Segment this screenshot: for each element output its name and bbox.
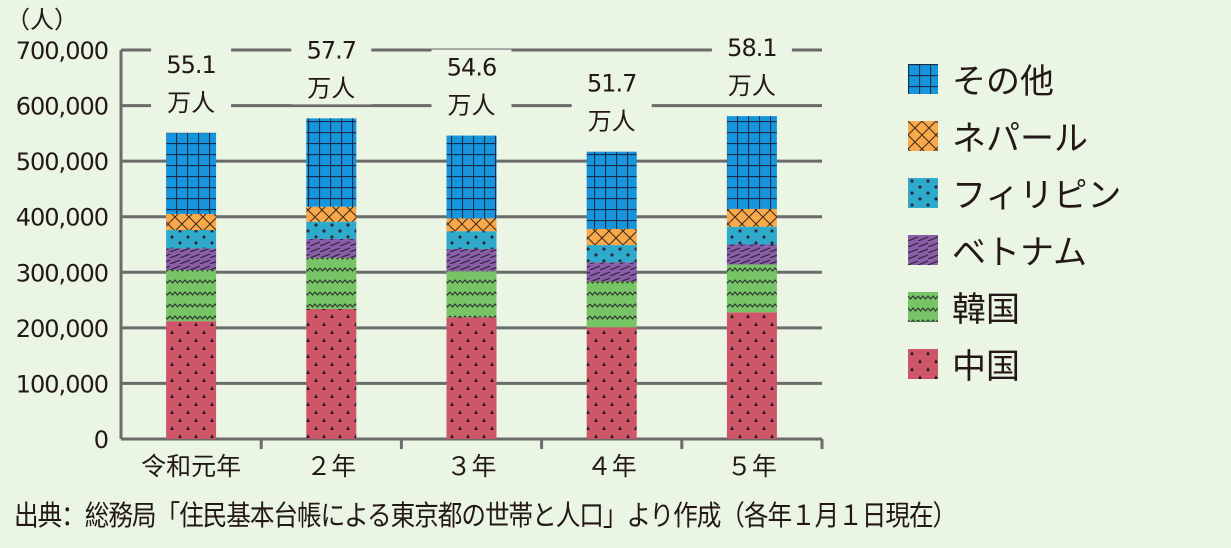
label-bg (291, 32, 372, 105)
bar-segment (306, 118, 357, 207)
legend-label: ネパール (952, 119, 1088, 159)
bar-segment (446, 317, 497, 439)
bar-segment (726, 264, 777, 313)
y-tick-label: 200,000 (16, 315, 108, 343)
bar-segment (166, 248, 217, 271)
bar-segment (726, 312, 777, 439)
y-tick-label: 700,000 (16, 37, 108, 65)
legend-label: その他 (952, 62, 1054, 102)
bar-segment (446, 248, 497, 272)
total-unit-label: 万人 (728, 72, 776, 100)
total-labels: 55.1 万人 57.7 万人 54.6 万人 51.7 万人 58.1 万人 (151, 30, 792, 138)
x-tick-label: 令和元年 (141, 452, 241, 481)
legend-item: ネパール (908, 107, 1121, 164)
label-bg (711, 30, 792, 103)
bars (166, 116, 777, 439)
bar-segment (586, 262, 637, 282)
total-unit-label: 万人 (448, 92, 496, 120)
bar-segment (166, 132, 217, 214)
y-tick-label: 500,000 (16, 148, 108, 176)
bar-segment (166, 321, 217, 439)
label-bg (431, 49, 512, 122)
legend-swatch-icon (908, 234, 938, 265)
legend-item: 韓国 (908, 278, 1121, 335)
legend-swatch-icon (908, 120, 938, 151)
bar-segment (586, 151, 637, 229)
legend: その他ネパールフィリピンベトナム韓国中国 (908, 50, 1121, 392)
bar-segment (726, 244, 777, 265)
bar-segment (726, 116, 777, 209)
bar-segment (586, 281, 637, 328)
bar-segment (586, 228, 637, 246)
bar-segment (166, 270, 217, 322)
bar-segment (306, 257, 357, 309)
bar-segment (726, 226, 777, 245)
bar-segment (726, 208, 777, 227)
legend-label: フィリピン (952, 176, 1122, 216)
total-unit-label: 万人 (307, 74, 355, 102)
bar-segment (446, 231, 497, 249)
y-tick-label: 600,000 (16, 93, 108, 121)
total-value-label: 57.7 (307, 36, 356, 64)
y-tick-label: 0 (94, 426, 108, 454)
legend-swatch-icon (908, 177, 938, 208)
legend-swatch-icon (908, 63, 938, 94)
bar-segment (446, 271, 497, 318)
total-unit-label: 万人 (167, 89, 215, 117)
chart-axes: （人） 0 100,000 200,000 300,000 400,000 500,000 6… (6, 6, 824, 481)
legend-swatch-icon (908, 348, 938, 379)
x-tick-label: ２年 (306, 452, 356, 481)
bar-segment (306, 206, 357, 222)
bar-segment (446, 218, 497, 232)
source-caption: 出典：総務局「住民基本台帳による東京都の世帯と人口」より作成（各年１月１日現在） (14, 499, 957, 532)
x-tick-label: ５年 (727, 452, 777, 481)
y-axis-unit: （人） (6, 6, 78, 34)
total-value-label: 54.6 (447, 54, 496, 82)
bar-segment (166, 213, 217, 231)
bar-segment (586, 327, 637, 439)
legend-item: 中国 (908, 335, 1121, 392)
bar-segment (446, 135, 497, 219)
x-tick-label: ４年 (587, 452, 637, 481)
bar-segment (306, 308, 357, 439)
legend-label: 韓国 (952, 290, 1020, 330)
legend-item: フィリピン (908, 164, 1121, 221)
legend-swatch-icon (908, 291, 938, 322)
legend-item: その他 (908, 50, 1121, 107)
total-value-label: 55.1 (166, 51, 215, 79)
legend-label: 中国 (952, 347, 1020, 387)
total-value-label: 58.1 (727, 34, 776, 62)
legend-item: ベトナム (908, 221, 1121, 278)
y-tick-label: 400,000 (16, 204, 108, 232)
bar-segment (306, 238, 357, 258)
bar-segment (586, 245, 637, 263)
legend-label: ベトナム (952, 233, 1087, 273)
bar-segment (306, 221, 357, 239)
total-value-label: 51.7 (587, 70, 636, 98)
label-bg (151, 46, 232, 119)
x-tick-label: ３年 (446, 452, 496, 481)
y-tick-label: 300,000 (16, 259, 108, 287)
total-unit-label: 万人 (588, 108, 636, 136)
y-tick-label: 100,000 (16, 370, 108, 398)
label-bg (571, 65, 652, 138)
bar-segment (166, 230, 217, 249)
